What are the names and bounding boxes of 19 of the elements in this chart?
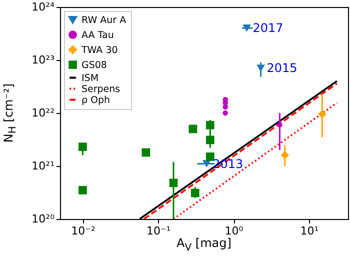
x-axis-title: A$_{V}$ [mag]	[176, 236, 232, 254]
legend-label: ρ Oph	[82, 94, 110, 106]
y-tick-label: 10²⁴	[32, 0, 56, 14]
y-tick-label: 10²³	[32, 54, 54, 66]
x-tick-label: 10⁻¹	[146, 224, 171, 238]
y-tick-label: 10²²	[32, 106, 54, 120]
x-tick-label: 10¹	[300, 224, 319, 238]
legend-label: TWA 30	[80, 44, 118, 56]
legend-label: Serpens	[82, 84, 120, 95]
legend-label: GS08	[82, 60, 107, 71]
annotation: 2015	[266, 61, 298, 76]
legend-label: AA Tau	[82, 30, 114, 41]
x-tick-label: 10⁻²	[71, 224, 96, 238]
legend-label: RW Aur A	[82, 14, 127, 26]
x-tick-label: 10⁰	[224, 224, 244, 238]
annotation: 2017	[252, 21, 284, 36]
legend-label: ISM	[82, 72, 99, 84]
y-tick-label: 10²⁰	[32, 212, 56, 226]
y-tick-label: 10²¹	[32, 160, 54, 172]
